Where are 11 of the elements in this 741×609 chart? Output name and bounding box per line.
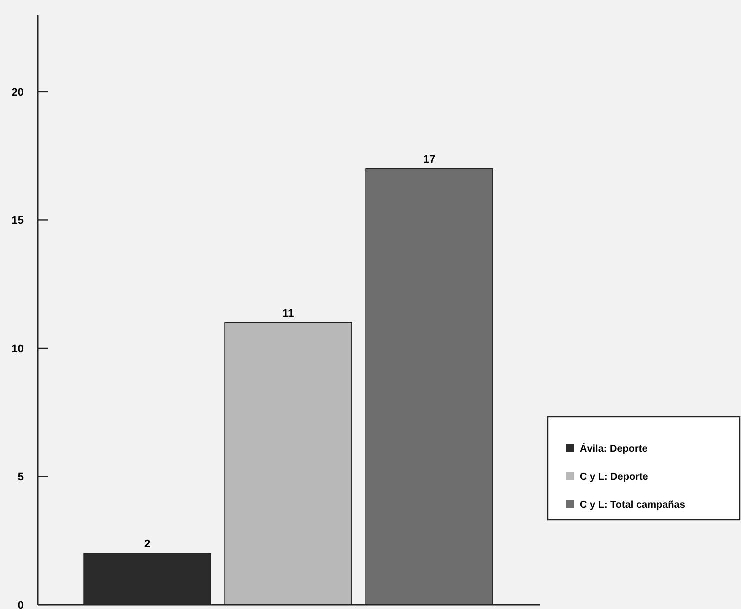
y-tick-label: 5 — [18, 472, 24, 484]
legend-label: Ávila: Deporte — [580, 443, 648, 455]
data-label: 2 — [144, 538, 151, 551]
y-tick-label: 15 — [12, 215, 24, 228]
y-tick-label: 20 — [12, 86, 24, 99]
y-tick-label: 10 — [12, 343, 24, 356]
legend-label: C y L: Total campañas — [580, 500, 686, 511]
y-tick-label: 0 — [18, 600, 24, 609]
legend-label: C y L: Deporte — [580, 472, 649, 483]
data-label: 17 — [423, 154, 436, 166]
data-label: 11 — [282, 308, 294, 320]
